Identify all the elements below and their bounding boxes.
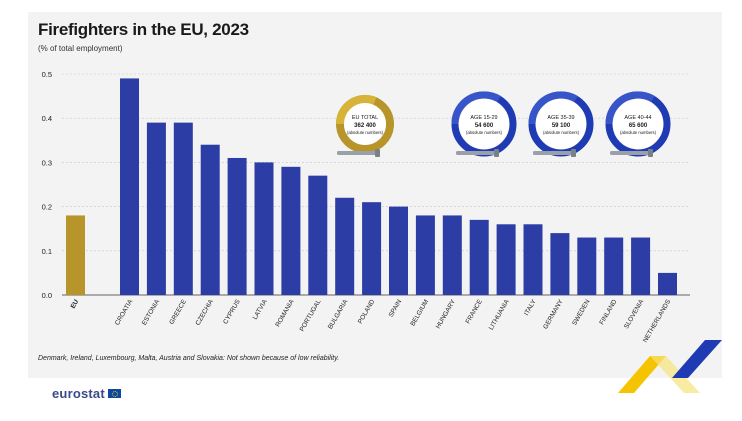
bar-cyprus [227, 157, 247, 295]
x-tick-label: ESTONIA [141, 298, 162, 327]
x-tick-label: CYPRUS [222, 298, 242, 326]
bar-germany [550, 233, 570, 295]
x-tick-label: POLAND [357, 298, 377, 325]
nozzle-tip [571, 149, 576, 157]
bar-spain [389, 206, 408, 295]
nozzle-tip [648, 149, 653, 157]
x-tick-label: BULGARIA [327, 298, 350, 331]
bar-italy [523, 224, 543, 295]
ring-label: AGE 35-39 [547, 115, 574, 121]
ring-unit: (absolute numbers) [543, 130, 580, 135]
eurostat-logo[interactable]: eurostat [52, 386, 121, 401]
nozzle-icon [456, 151, 496, 155]
x-tick-label: EU [70, 298, 81, 310]
chart-panel [28, 12, 722, 378]
x-tick-label: GERMANY [542, 298, 565, 331]
bar-hungary [442, 215, 462, 295]
bar-lithuania [496, 224, 516, 295]
x-tick-label: FINLAND [598, 298, 618, 326]
ring-value: 362 400 [354, 123, 376, 129]
ring-value: 59 100 [552, 123, 571, 129]
x-tick-label: ITALY [523, 298, 538, 317]
x-tick-label: CZECHIA [195, 298, 216, 327]
ring-value: 65 600 [629, 123, 648, 129]
x-tick-label: PORTUGAL [299, 298, 323, 333]
nozzle-tip [494, 149, 499, 157]
bar-croatia [120, 78, 139, 295]
bar-netherlands [658, 272, 677, 295]
x-tick-label: SPAIN [388, 298, 404, 318]
nozzle-icon [533, 151, 573, 155]
y-tick-label: 0.2 [42, 203, 52, 212]
bar-eu [66, 215, 85, 295]
brand-name: eurostat [52, 386, 105, 401]
bar-romania [281, 166, 301, 295]
bar-latvia [254, 162, 274, 295]
bar-estonia [146, 122, 166, 296]
nozzle-tip [375, 149, 380, 157]
chart-subtitle: (% of total employment) [38, 44, 123, 53]
y-tick-label: 0.5 [42, 70, 52, 79]
ring-value: 54 600 [475, 123, 494, 129]
bar-france [469, 219, 489, 295]
ring-label: EU TOTAL [352, 115, 378, 121]
x-tick-label: ROMANIA [274, 298, 296, 328]
info-ring: AGE 15-29 54 600(absolute numbers) [451, 91, 517, 157]
x-tick-label: LATVIA [252, 298, 269, 321]
bar-sweden [577, 237, 597, 295]
x-tick-label: SLOVENIA [623, 298, 646, 330]
x-tick-label: HUNGARY [435, 298, 458, 330]
x-tick-label: LITHUANIA [488, 298, 511, 331]
bar-slovenia [631, 237, 651, 295]
x-tick-label: NETHERLANDS [642, 298, 673, 344]
bar-bulgaria [335, 197, 355, 295]
ring-label: AGE 40-44 [624, 115, 651, 121]
x-tick-label: GREECE [168, 298, 188, 326]
ring-unit: (absolute numbers) [466, 130, 503, 135]
bar-finland [604, 237, 624, 295]
bar-belgium [415, 215, 435, 295]
bar-poland [362, 202, 382, 295]
chart-title: Firefighters in the EU, 2023 [38, 20, 249, 39]
footnote: Denmark, Ireland, Luxembourg, Malta, Aus… [38, 355, 340, 362]
nozzle-icon [337, 151, 377, 155]
info-ring: EU TOTAL 362 400(absolute numbers) [335, 94, 394, 157]
info-ring: AGE 40-44 65 600(absolute numbers) [605, 91, 671, 157]
bar-greece [173, 122, 193, 296]
y-tick-label: 0.4 [42, 114, 52, 123]
x-axis-ticks: EU CROATIA ESTONIA GREECE CZECHIA CYPRUS LATVI… [70, 298, 673, 344]
bar-czechia [200, 144, 220, 295]
ring-unit: (absolute numbers) [620, 130, 657, 135]
bar-portugal [308, 175, 328, 295]
chart-bars [66, 78, 677, 296]
y-tick-label: 0.3 [42, 158, 52, 167]
y-tick-label: 0.0 [42, 291, 52, 300]
x-tick-label: SWEDEN [571, 298, 591, 326]
y-axis-ticks: 0.0 0.1 0.2 0.3 0.4 0.5 [42, 70, 52, 300]
ring-unit: (absolute numbers) [347, 130, 384, 135]
x-tick-label: BELGIUM [409, 299, 430, 328]
nozzle-icon [610, 151, 650, 155]
info-ring: AGE 35-39 59 100(absolute numbers) [528, 91, 594, 157]
ring-label: AGE 15-29 [470, 115, 497, 121]
x-tick-label: CROATIA [114, 298, 135, 327]
x-tick-label: FRANCE [465, 298, 485, 325]
eu-flag-icon [107, 389, 121, 398]
y-tick-label: 0.1 [42, 247, 52, 256]
eurostat-accent-graphic [618, 340, 722, 393]
